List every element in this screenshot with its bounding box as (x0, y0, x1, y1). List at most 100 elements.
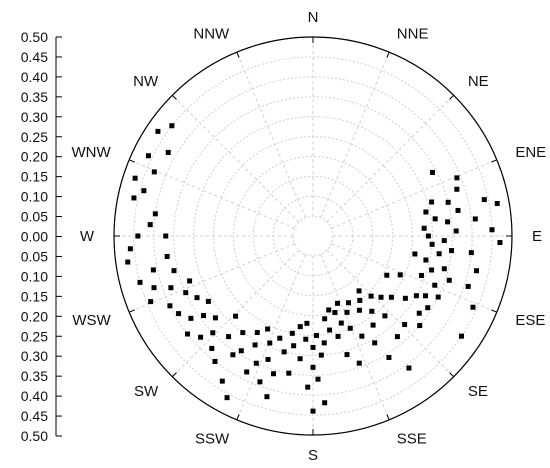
data-point (226, 334, 232, 340)
direction-label-e: E (532, 228, 542, 245)
tick-label: 0.35 (21, 368, 48, 384)
data-point (198, 334, 204, 340)
data-point (453, 228, 459, 234)
direction-label-ne: NE (468, 73, 489, 90)
outer-tick (236, 414, 240, 421)
outer-tick (171, 372, 177, 378)
data-point (188, 315, 194, 321)
data-point (346, 300, 352, 306)
data-point (347, 325, 353, 331)
data-point (412, 251, 418, 257)
tick-label: 0.40 (21, 388, 48, 404)
data-point (425, 305, 431, 311)
direction-label-s: S (308, 447, 318, 464)
radial-axis: 0.50 0.45 0.40 0.35 0.30 0.25 0.20 0.15 0.10 0.05… (21, 29, 62, 444)
data-point (212, 358, 218, 364)
data-point (244, 369, 250, 375)
data-point (445, 219, 451, 225)
data-point (413, 293, 419, 299)
data-point (145, 153, 151, 159)
tick-label: 0.40 (21, 69, 48, 85)
data-point (150, 267, 156, 273)
data-point (494, 201, 500, 207)
data-point (277, 335, 283, 341)
data-point (421, 225, 427, 231)
outer-tick (491, 159, 498, 163)
data-point (441, 238, 447, 244)
data-point (164, 253, 170, 259)
grid-spoke (171, 249, 300, 378)
data-point (458, 333, 464, 339)
grid-circle (173, 96, 453, 376)
data-point (378, 294, 384, 300)
direction-label-nnw: NNW (193, 26, 230, 43)
data-point (436, 251, 442, 257)
outer-tick (128, 159, 135, 163)
direction-label-n: N (308, 9, 319, 26)
data-point (356, 307, 362, 313)
data-point (137, 279, 143, 285)
data-points (125, 123, 503, 414)
data-point (423, 257, 429, 263)
outer-tick (449, 372, 455, 378)
data-point (394, 334, 400, 340)
grid-spoke (171, 94, 300, 223)
data-point (416, 310, 422, 316)
direction-label-wsw: WSW (72, 312, 111, 329)
data-point (141, 188, 147, 194)
data-point (265, 356, 271, 362)
grid-circle (292, 215, 334, 257)
data-point (382, 313, 388, 319)
data-point (265, 326, 271, 332)
data-point (402, 295, 408, 301)
tick-label: 0.45 (21, 408, 48, 424)
data-point (310, 344, 316, 350)
data-point (187, 278, 193, 284)
data-point (368, 293, 374, 299)
data-point (304, 320, 310, 326)
polar-grid (113, 36, 513, 436)
data-point (165, 149, 171, 155)
data-point (148, 299, 154, 305)
grid-circle (252, 175, 374, 297)
tick-label: 0.20 (21, 149, 48, 165)
data-point (194, 295, 200, 301)
data-point (344, 309, 350, 315)
direction-labels: N NNE NE ENE E ESE SE SSE S SSW SW WSW W WNW NW NNW (72, 9, 547, 464)
data-point (432, 216, 438, 222)
data-point (205, 298, 211, 304)
data-point (310, 408, 316, 414)
data-point (489, 227, 495, 233)
tick-label: 0.50 (21, 428, 48, 444)
data-point (454, 186, 460, 192)
data-point (318, 352, 324, 358)
data-point (474, 268, 480, 274)
direction-label-nne: NNE (397, 26, 429, 43)
data-point (322, 316, 328, 322)
tick-label: 0.20 (21, 308, 48, 324)
data-point (151, 285, 157, 291)
outer-tick (128, 309, 135, 313)
direction-label-ssw: SSW (195, 430, 230, 447)
tick-label: 0.05 (21, 209, 48, 225)
data-point (356, 288, 362, 294)
data-point (253, 360, 259, 366)
data-point (429, 267, 435, 273)
data-point (303, 336, 309, 342)
outer-tick (386, 414, 390, 421)
data-point (423, 209, 429, 215)
data-point (441, 266, 447, 272)
tick-label: 0.05 (21, 248, 48, 264)
data-point (291, 343, 297, 349)
data-point (335, 300, 341, 306)
data-point (326, 307, 332, 313)
outer-tick (171, 94, 177, 100)
data-point (335, 333, 341, 339)
data-point (201, 313, 207, 319)
data-point (449, 248, 455, 254)
data-point (210, 330, 216, 336)
data-point (230, 352, 236, 358)
data-point (257, 379, 263, 385)
data-point (315, 376, 321, 382)
data-point (281, 349, 287, 355)
